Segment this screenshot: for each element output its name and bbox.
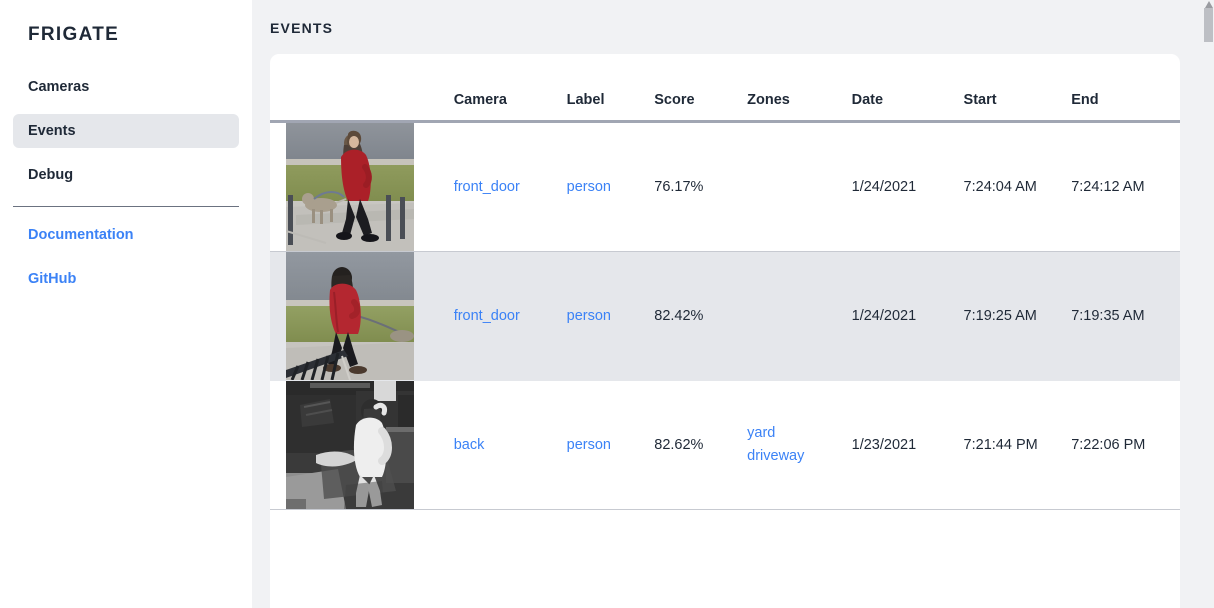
event-end-cell: 7:22:06 PM	[1071, 380, 1180, 510]
event-zone-link[interactable]: driveway	[747, 448, 805, 464]
column-header-zones: Zones	[747, 54, 852, 123]
sidebar-item-events[interactable]: Events	[13, 114, 239, 148]
event-start-cell: 7:21:44 PM	[963, 380, 1072, 510]
sidebar-item-cameras[interactable]: Cameras	[28, 79, 90, 95]
vertical-scrollbar-thumb[interactable]	[1204, 8, 1213, 42]
event-zones-cell	[747, 121, 852, 252]
events-table: Camera Label Score Zones Date Start End	[270, 54, 1180, 510]
table-row[interactable]: front_door person 82.42% 1/24/2021 7:19:…	[270, 251, 1180, 381]
event-thumbnail-image[interactable]	[286, 252, 414, 380]
event-label-link[interactable]: person	[566, 179, 611, 195]
vertical-scrollbar-track[interactable]	[1203, 0, 1214, 608]
event-date-cell: 1/24/2021	[851, 121, 964, 252]
column-header-score: Score	[654, 54, 748, 123]
event-score-cell: 82.42%	[654, 251, 748, 381]
event-camera-link[interactable]: front_door	[453, 179, 520, 195]
event-label-cell: person	[566, 380, 655, 510]
column-header-end: End	[1071, 54, 1180, 123]
event-thumbnail-cell[interactable]	[270, 251, 454, 381]
column-header-start: Start	[963, 54, 1072, 123]
sidebar-nav: Cameras Events Debug	[0, 70, 252, 192]
column-header-label: Label	[566, 54, 655, 123]
event-date-cell: 1/24/2021	[851, 251, 964, 381]
event-date-cell: 1/23/2021	[851, 380, 964, 510]
event-label-link[interactable]: person	[566, 308, 611, 324]
events-table-body: front_door person 76.17% 1/24/2021 7:24:…	[270, 121, 1180, 510]
sidebar: FRIGATE Cameras Events Debug Documentati…	[0, 0, 252, 608]
scroll-up-arrow-icon[interactable]	[1205, 1, 1213, 8]
table-row[interactable]: front_door person 76.17% 1/24/2021 7:24:…	[270, 121, 1180, 252]
events-table-head: Camera Label Score Zones Date Start End	[270, 54, 1180, 123]
table-row[interactable]: back person 82.62% yard driveway 1/23/20…	[270, 380, 1180, 510]
events-card: Camera Label Score Zones Date Start End	[270, 54, 1180, 608]
event-thumbnail-image[interactable]	[286, 123, 414, 251]
app-brand: FRIGATE	[28, 24, 120, 45]
event-zones-cell: yard driveway	[747, 380, 852, 510]
table-header-row: Camera Label Score Zones Date Start End	[270, 54, 1180, 123]
event-camera-cell: back	[453, 380, 567, 510]
event-start-cell: 7:19:25 AM	[963, 251, 1072, 381]
sidebar-link-documentation[interactable]: Documentation	[28, 227, 134, 243]
event-camera-link[interactable]: front_door	[453, 308, 520, 324]
event-thumbnail-cell[interactable]	[270, 121, 454, 252]
event-label-cell: person	[566, 251, 655, 381]
event-end-cell: 7:19:35 AM	[1071, 251, 1180, 381]
event-camera-cell: front_door	[453, 121, 567, 252]
event-start-cell: 7:24:04 AM	[963, 121, 1072, 252]
sidebar-link-github[interactable]: GitHub	[28, 271, 77, 287]
column-header-camera: Camera	[453, 54, 567, 123]
page-title: EVENTS	[270, 20, 334, 36]
event-end-cell: 7:24:12 AM	[1071, 121, 1180, 252]
event-label-cell: person	[566, 121, 655, 252]
column-header-date: Date	[851, 54, 964, 123]
event-camera-link[interactable]: back	[453, 437, 485, 453]
main-content: EVENTS Camera Label Score Zones Date Sta…	[252, 0, 1214, 608]
sidebar-divider	[13, 206, 239, 207]
event-score-cell: 82.62%	[654, 380, 748, 510]
sidebar-item-debug[interactable]: Debug	[28, 167, 74, 183]
event-zone-link[interactable]: yard	[747, 425, 776, 441]
thumbnail-daylight-red-coat-dog	[286, 123, 414, 251]
event-zones-cell	[747, 251, 852, 381]
column-header-thumbnail	[270, 54, 454, 123]
event-thumbnail-image[interactable]	[286, 381, 414, 509]
sidebar-external-links: Documentation GitHub	[0, 220, 252, 294]
thumbnail-infrared-night-person	[286, 381, 414, 509]
thumbnail-daylight-red-coat-rail	[286, 252, 414, 380]
event-label-link[interactable]: person	[566, 437, 611, 453]
event-camera-cell: front_door	[453, 251, 567, 381]
event-score-cell: 76.17%	[654, 121, 748, 252]
event-thumbnail-cell[interactable]	[270, 380, 454, 510]
